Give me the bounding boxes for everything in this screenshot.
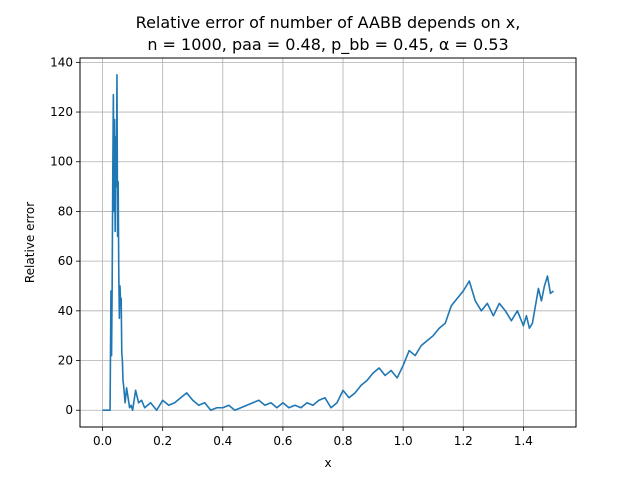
x-tick-label: 0.0 <box>93 434 112 448</box>
y-tick-label: 40 <box>58 304 73 318</box>
y-tick-label: 80 <box>58 204 73 218</box>
x-tick-label: 0.8 <box>333 434 352 448</box>
y-tick-label: 100 <box>50 155 73 169</box>
y-tick-label: 60 <box>58 254 73 268</box>
x-tick-label: 1.0 <box>394 434 413 448</box>
x-tick-label: 0.6 <box>273 434 292 448</box>
y-tick-label: 20 <box>58 354 73 368</box>
axis-ticks: 0.0 0.2 0.4 0.6 0.8 1.0 1.2 1.4 0 20 40 60 80 100 120 1… <box>50 55 533 448</box>
y-axis-label: Relative error <box>23 202 37 283</box>
y-tick-label: 140 <box>50 55 73 69</box>
x-tick-label: 1.2 <box>454 434 473 448</box>
x-tick-label: 0.4 <box>213 434 232 448</box>
y-tick-label: 0 <box>65 403 73 417</box>
x-axis-label: x <box>324 456 331 470</box>
x-tick-label: 1.4 <box>514 434 533 448</box>
chart-title-line-1: Relative error of number of AABB depends… <box>136 13 521 32</box>
plot-frame <box>79 57 577 428</box>
x-tick-label: 0.2 <box>153 434 172 448</box>
chart-title-line-2: n = 1000, paa = 0.48, p_bb = 0.45, α = 0… <box>147 35 508 55</box>
series-layer <box>102 73 554 412</box>
y-tick-label: 120 <box>50 105 73 119</box>
grid <box>80 58 576 427</box>
series-line <box>102 73 554 412</box>
